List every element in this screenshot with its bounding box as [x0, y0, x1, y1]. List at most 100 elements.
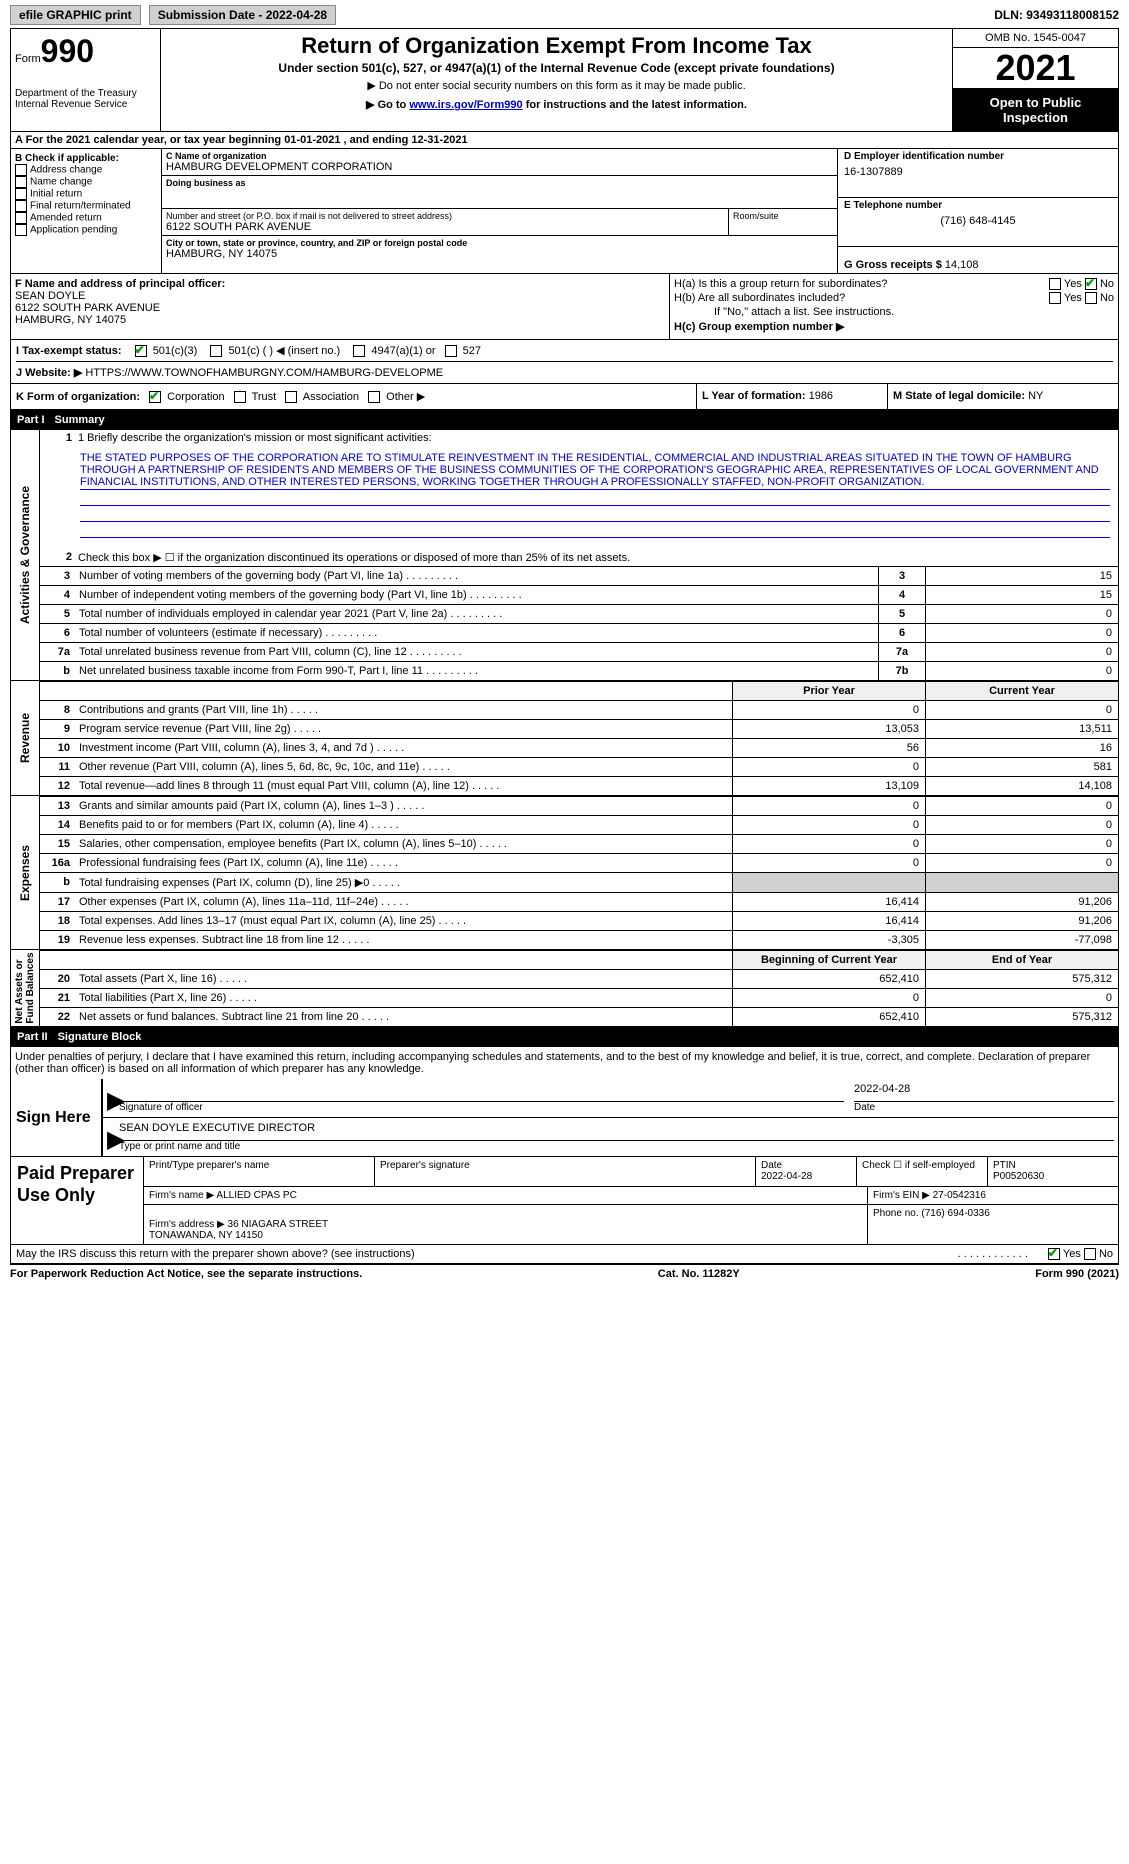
line-value: 15 [925, 586, 1118, 604]
line-a-period: A For the 2021 calendar year, or tax yea… [10, 132, 1119, 149]
summary-line: 19Revenue less expenses. Subtract line 1… [40, 930, 1118, 949]
summary-line: bTotal fundraising expenses (Part IX, co… [40, 872, 1118, 892]
summary-line: 15Salaries, other compensation, employee… [40, 834, 1118, 853]
summary-line: 18Total expenses. Add lines 13–17 (must … [40, 911, 1118, 930]
omb-number: OMB No. 1545-0047 [953, 29, 1118, 48]
current-value: 0 [925, 797, 1118, 815]
firm-name: ALLIED CPAS PC [216, 1190, 296, 1201]
summary-revenue: Revenue Prior Year Current Year 8Contrib… [10, 681, 1119, 796]
prior-value: 0 [732, 701, 925, 719]
chk-amended-return[interactable] [15, 212, 27, 224]
paid-preparer-block: Paid Preparer Use Only Print/Type prepar… [10, 1157, 1119, 1245]
line-value: 15 [925, 567, 1118, 585]
form-link-row: ▶ Go to www.irs.gov/Form990 for instruct… [171, 98, 942, 111]
tab-revenue: Revenue [18, 713, 32, 763]
summary-line: 4Number of independent voting members of… [40, 585, 1118, 604]
chk-trust[interactable] [234, 391, 246, 403]
block-b-checkboxes: B Check if applicable: Address change Na… [11, 149, 161, 273]
form-note-ssn: ▶ Do not enter social security numbers o… [171, 79, 942, 92]
summary-line: 20Total assets (Part X, line 16) . . . .… [40, 969, 1118, 988]
prior-value: 652,410 [732, 1008, 925, 1026]
irs-discuss-row: May the IRS discuss this return with the… [10, 1245, 1119, 1264]
preparer-date: 2022-04-28 [761, 1171, 851, 1182]
chk-501c3[interactable] [135, 345, 147, 357]
form-prefix: Form [15, 53, 41, 65]
block-fgh: F Name and address of principal officer:… [10, 274, 1119, 340]
current-value: 575,312 [925, 970, 1118, 988]
chk-corporation[interactable] [149, 391, 161, 403]
org-name: HAMBURG DEVELOPMENT CORPORATION [166, 161, 833, 173]
summary-line: 21Total liabilities (Part X, line 26) . … [40, 988, 1118, 1007]
department-label: Department of the Treasury Internal Reve… [15, 88, 156, 110]
chk-discuss-no[interactable] [1084, 1248, 1096, 1260]
current-value: 0 [925, 989, 1118, 1007]
irs-link[interactable]: www.irs.gov/Form990 [409, 99, 522, 111]
part-2-header: Part II Signature Block [10, 1027, 1119, 1047]
current-value: 0 [925, 835, 1118, 853]
summary-net-assets: Net Assets orFund Balances Beginning of … [10, 950, 1119, 1027]
tab-net-assets: Net Assets orFund Balances [14, 953, 36, 1024]
sign-here-label: Sign Here [11, 1079, 103, 1156]
summary-line: 17Other expenses (Part IX, column (A), l… [40, 892, 1118, 911]
ein-value: 16-1307889 [844, 166, 1112, 178]
preparer-name [149, 1171, 369, 1183]
top-bar: efile GRAPHIC print Submission Date - 20… [10, 5, 1119, 25]
row-k-l-m: K Form of organization: Corporation Trus… [10, 384, 1119, 410]
tax-year: 2021 [953, 48, 1118, 89]
submission-date-button[interactable]: Submission Date - 2022-04-28 [149, 5, 336, 25]
group-return-block: H(a) Is this a group return for subordin… [670, 274, 1118, 339]
chk-4947[interactable] [353, 345, 365, 357]
footer-notice: For Paperwork Reduction Act Notice, see … [10, 1264, 1119, 1283]
chk-address-change[interactable] [15, 164, 27, 176]
year-formation: 1986 [809, 390, 833, 402]
paid-preparer-label: Paid Preparer Use Only [11, 1157, 144, 1244]
street-address: 6122 SOUTH PARK AVENUE [166, 221, 724, 233]
summary-line: 14Benefits paid to or for members (Part … [40, 815, 1118, 834]
chk-name-change[interactable] [15, 176, 27, 188]
chk-ha-no[interactable] [1085, 278, 1097, 290]
chk-ha-yes[interactable] [1049, 278, 1061, 290]
efile-print-button[interactable]: efile GRAPHIC print [10, 5, 141, 25]
chk-final-return[interactable] [15, 200, 27, 212]
prior-value: 0 [732, 989, 925, 1007]
chk-association[interactable] [285, 391, 297, 403]
current-value: 0 [925, 701, 1118, 719]
current-value: 16 [925, 739, 1118, 757]
current-value: 91,206 [925, 912, 1118, 930]
summary-line: 13Grants and similar amounts paid (Part … [40, 796, 1118, 815]
chk-501c[interactable] [210, 345, 222, 357]
current-value: 575,312 [925, 1008, 1118, 1026]
block-c-org-info: C Name of organization HAMBURG DEVELOPME… [161, 149, 838, 273]
prior-value: 0 [732, 854, 925, 872]
summary-expenses: Expenses 13Grants and similar amounts pa… [10, 796, 1119, 950]
current-value: 581 [925, 758, 1118, 776]
chk-initial-return[interactable] [15, 188, 27, 200]
summary-line: 3Number of voting members of the governi… [40, 566, 1118, 585]
current-value: -77,098 [925, 931, 1118, 949]
prior-value: 652,410 [732, 970, 925, 988]
tab-activities-governance: Activities & Governance [18, 486, 32, 624]
row-i-j: I Tax-exempt status: 501(c)(3) 501(c) ( … [10, 340, 1119, 384]
prior-value: 0 [732, 758, 925, 776]
current-value: 13,511 [925, 720, 1118, 738]
chk-application-pending[interactable] [15, 224, 27, 236]
tab-expenses: Expenses [18, 845, 32, 901]
chk-hb-no[interactable] [1085, 292, 1097, 304]
city-state-zip: HAMBURG, NY 14075 [166, 248, 833, 260]
catalog-number: Cat. No. 11282Y [658, 1268, 740, 1280]
self-employed-check[interactable]: Check ☐ if self-employed [857, 1157, 988, 1186]
prior-value: 0 [732, 797, 925, 815]
current-value [925, 873, 1118, 892]
dln-value: DLN: 93493118008152 [994, 8, 1119, 22]
chk-527[interactable] [445, 345, 457, 357]
current-value: 0 [925, 854, 1118, 872]
pointer-icon: ▶ [107, 1128, 119, 1152]
prior-value: 16,414 [732, 912, 925, 930]
chk-discuss-yes[interactable] [1048, 1248, 1060, 1260]
summary-line: 10Investment income (Part VIII, column (… [40, 738, 1118, 757]
form-subtitle: Under section 501(c), 527, or 4947(a)(1)… [171, 61, 942, 75]
chk-other[interactable] [368, 391, 380, 403]
perjury-declaration: Under penalties of perjury, I declare th… [10, 1047, 1119, 1079]
state-domicile: NY [1028, 390, 1043, 402]
chk-hb-yes[interactable] [1049, 292, 1061, 304]
